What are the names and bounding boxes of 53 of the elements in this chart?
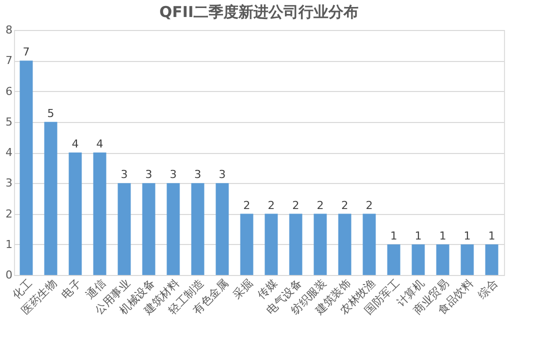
data-label: 2 <box>268 198 275 212</box>
data-label: 4 <box>72 138 79 150</box>
y-tick-label: 0 <box>6 268 12 282</box>
data-label: 1 <box>439 229 446 242</box>
y-tick-label: 6 <box>6 84 12 98</box>
data-label: 4 <box>96 138 104 150</box>
bar <box>191 183 204 275</box>
data-label: 3 <box>170 168 177 182</box>
x-tick-label: 采掘 <box>230 276 256 302</box>
y-tick-label: 7 <box>6 54 12 68</box>
bar <box>20 60 33 275</box>
data-label: 3 <box>218 168 226 182</box>
chart-title: QFII二季度新进公司行业分布 <box>159 3 359 21</box>
y-tick-label: 1 <box>6 238 12 251</box>
bar <box>387 244 400 275</box>
bar <box>314 214 327 275</box>
bar <box>216 183 229 275</box>
bar <box>166 183 180 275</box>
data-label: 2 <box>243 198 250 212</box>
y-tick-label: 3 <box>6 176 12 190</box>
y-tick-label: 5 <box>6 115 12 128</box>
x-tick-label: 电子 <box>58 276 84 302</box>
data-label: 1 <box>464 229 471 242</box>
bar <box>68 152 82 275</box>
bar <box>338 214 352 275</box>
data-label: 5 <box>47 106 54 120</box>
data-label: 2 <box>341 198 348 212</box>
bar <box>240 214 254 275</box>
bar <box>362 214 376 275</box>
y-tick-label: 2 <box>6 207 12 220</box>
bar <box>93 152 106 275</box>
bar <box>142 183 156 275</box>
bar <box>118 183 131 275</box>
data-label: 1 <box>390 229 398 242</box>
bar <box>485 244 498 275</box>
bar <box>289 214 302 275</box>
bar <box>436 244 450 275</box>
bar <box>412 244 425 275</box>
data-label: 2 <box>292 198 300 212</box>
y-tick-label: 4 <box>6 146 12 159</box>
y-tick-label: 8 <box>6 24 12 36</box>
data-label: 1 <box>488 229 496 242</box>
bar <box>460 244 474 275</box>
x-tick-label: 综合 <box>475 276 500 302</box>
bar <box>264 214 278 275</box>
data-label: 3 <box>145 168 152 182</box>
data-label: 1 <box>414 229 422 242</box>
data-label: 3 <box>120 168 128 182</box>
data-label: 2 <box>316 198 324 212</box>
bar <box>44 122 58 275</box>
data-label: 7 <box>22 46 30 59</box>
data-label: 2 <box>366 198 373 212</box>
data-label: 3 <box>194 168 202 182</box>
